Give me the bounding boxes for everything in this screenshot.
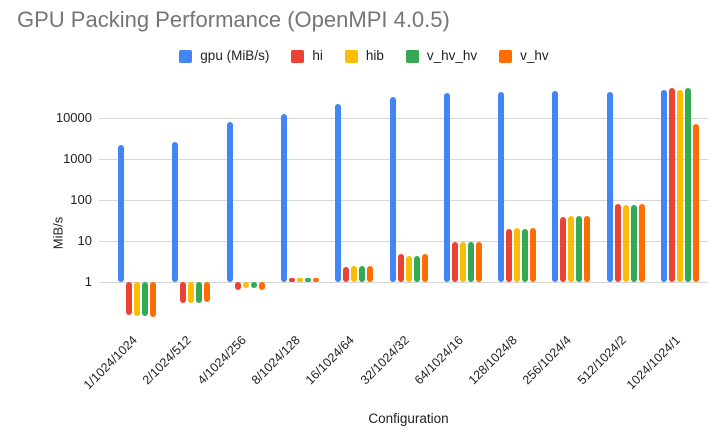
bar-3-7 (522, 229, 529, 282)
gridline (99, 158, 708, 160)
bar-0-2 (226, 122, 233, 282)
bar-4-10 (692, 124, 699, 282)
bar-1-7 (506, 229, 513, 282)
bar-2-3 (296, 278, 303, 282)
bar-4-7 (530, 228, 537, 282)
bar-4-8 (584, 216, 591, 282)
bar-3-5 (413, 255, 420, 282)
gridline (99, 240, 708, 242)
y-axis-title: MiB/s (50, 216, 66, 250)
bar-2-9 (622, 204, 629, 282)
bar-1-8 (560, 216, 567, 282)
bar-3-4 (359, 266, 366, 282)
bar-0-9 (606, 92, 613, 282)
bar-1-10 (668, 87, 675, 282)
legend-label-v_hv: v_hv (520, 48, 549, 63)
bar-0-1 (172, 142, 179, 282)
legend-item-hib: hib (344, 48, 384, 63)
bar-2-8 (568, 216, 575, 282)
bar-0-8 (552, 90, 559, 282)
bar-2-2 (242, 282, 249, 289)
legend-swatch-v_hv (499, 49, 513, 63)
bar-0-10 (660, 89, 667, 282)
bar-1-0 (126, 282, 133, 315)
bar-4-5 (421, 254, 428, 282)
bar-4-6 (475, 241, 482, 282)
legend-label-hi: hi (312, 48, 323, 63)
gridline (99, 117, 708, 119)
bar-1-1 (180, 282, 187, 303)
bar-4-1 (204, 282, 211, 302)
bar-1-2 (234, 282, 241, 290)
bar-1-9 (614, 204, 621, 282)
legend-item-hi: hi (291, 49, 323, 63)
y-tick-label: 1 (84, 274, 92, 289)
bar-4-3 (312, 278, 319, 282)
bar-1-6 (451, 241, 458, 282)
bar-2-7 (514, 228, 521, 282)
legend-item-v_hv_hv: v_hv_hv (405, 48, 478, 63)
bar-2-6 (459, 241, 466, 282)
y-tick-label: 10000 (55, 110, 92, 125)
bar-4-2 (258, 282, 265, 290)
y-tick-label: 100 (70, 192, 92, 207)
legend-label-hib: hib (365, 48, 384, 63)
bar-3-0 (142, 282, 149, 316)
legend-swatch-hi (291, 49, 305, 63)
bar-2-10 (676, 89, 683, 282)
bar-3-3 (304, 278, 311, 282)
gridline (99, 281, 708, 283)
bar-3-9 (630, 204, 637, 282)
bar-1-3 (288, 278, 295, 282)
bar-0-0 (118, 144, 125, 282)
chart-legend: gpu (MiB/s) hi hib v_hv_hv v_hv (0, 49, 728, 63)
bar-3-8 (576, 216, 583, 282)
bar-0-4 (335, 103, 342, 282)
bar-3-6 (467, 242, 474, 282)
gridline (99, 199, 708, 201)
bar-2-1 (188, 282, 195, 303)
legend-swatch-hib (344, 49, 358, 63)
bar-2-5 (405, 255, 412, 282)
y-tick-label: 10 (77, 233, 92, 248)
bar-4-0 (150, 282, 157, 317)
legend-swatch-v_hv_hv (405, 49, 419, 63)
bar-3-1 (196, 282, 203, 304)
legend-swatch-gpu (179, 49, 193, 63)
x-axis-title: Configuration (368, 411, 449, 426)
bar-2-4 (351, 266, 358, 282)
bar-0-6 (443, 92, 450, 282)
bar-0-7 (498, 92, 505, 282)
bar-2-0 (134, 282, 141, 316)
y-tick-label: 1000 (63, 151, 92, 166)
legend-item-v_hv: v_hv (499, 49, 549, 63)
bar-1-5 (397, 254, 404, 282)
bar-0-3 (280, 114, 287, 282)
legend-label-v_hv_hv: v_hv_hv (426, 48, 478, 63)
bar-0-5 (389, 97, 396, 282)
bar-4-9 (638, 204, 645, 282)
bar-4-4 (367, 266, 374, 282)
legend-item-gpu: gpu (MiB/s) (179, 49, 269, 63)
chart-title: GPU Packing Performance (OpenMPI 4.0.5) (17, 7, 450, 32)
bar-3-10 (684, 88, 691, 282)
bar-1-4 (343, 266, 350, 282)
legend-label-gpu: gpu (MiB/s) (200, 48, 270, 63)
bar-3-2 (250, 282, 257, 289)
